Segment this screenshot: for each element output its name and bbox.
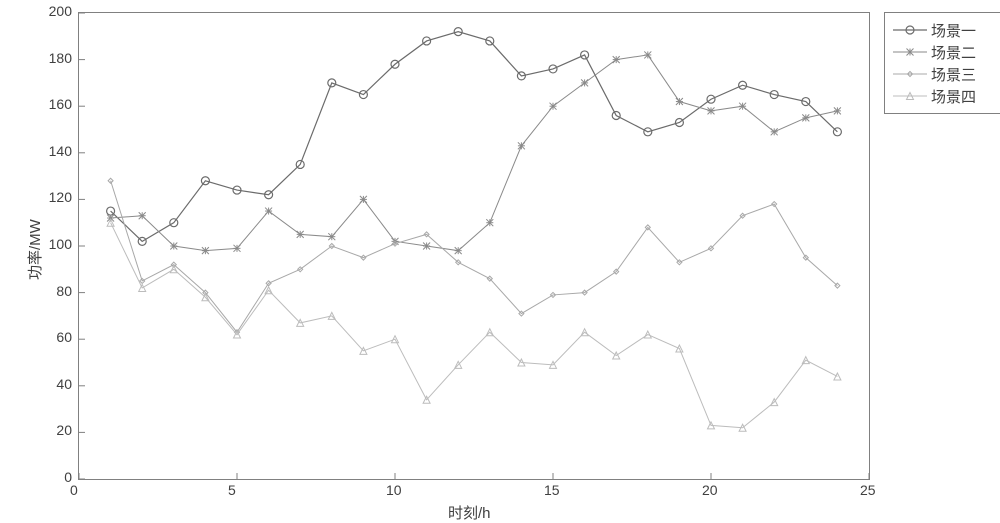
y-tick-label: 40 bbox=[56, 376, 72, 392]
figure: { "chart": { "type": "line", "background… bbox=[0, 0, 1000, 522]
legend-swatch bbox=[893, 22, 927, 38]
series-line-2 bbox=[111, 55, 838, 251]
series-marker-2 bbox=[423, 243, 430, 250]
series-marker-2 bbox=[360, 196, 367, 203]
series-marker-2 bbox=[550, 103, 557, 110]
series-marker-2 bbox=[328, 233, 335, 240]
series-marker-2 bbox=[297, 231, 304, 238]
series-marker-2 bbox=[202, 247, 209, 254]
series-marker-2 bbox=[708, 107, 715, 114]
series-marker-2 bbox=[486, 219, 493, 226]
x-tick-label: 5 bbox=[228, 482, 236, 498]
series-marker-2 bbox=[676, 98, 683, 105]
y-tick-label: 180 bbox=[49, 50, 72, 66]
series-marker-3 bbox=[108, 178, 113, 183]
y-tick-label: 80 bbox=[56, 283, 72, 299]
series-marker-2 bbox=[834, 107, 841, 114]
legend-item: 场景四 bbox=[893, 85, 993, 107]
legend-item: 场景一 bbox=[893, 19, 993, 41]
series-marker-2 bbox=[107, 215, 114, 222]
series-line-1 bbox=[111, 32, 838, 242]
legend-item: 场景二 bbox=[893, 41, 993, 63]
series-line-4 bbox=[111, 223, 838, 428]
series-marker-2 bbox=[265, 208, 272, 215]
series-marker-2 bbox=[170, 243, 177, 250]
series-marker-2 bbox=[518, 142, 525, 149]
plot-area bbox=[78, 12, 870, 480]
y-tick-label: 160 bbox=[49, 96, 72, 112]
plot-svg bbox=[79, 13, 869, 479]
series-marker-2 bbox=[613, 56, 620, 63]
legend-swatch bbox=[893, 88, 927, 104]
legend-label: 场景四 bbox=[931, 86, 976, 107]
series-marker-2 bbox=[644, 51, 651, 58]
series-marker-2 bbox=[771, 128, 778, 135]
y-tick-label: 120 bbox=[49, 189, 72, 205]
y-tick-label: 20 bbox=[56, 422, 72, 438]
y-tick-label: 200 bbox=[49, 3, 72, 19]
series-marker-2 bbox=[139, 212, 146, 219]
y-tick-label: 0 bbox=[64, 469, 72, 485]
x-tick-label: 25 bbox=[860, 482, 876, 498]
legend-swatch bbox=[893, 66, 927, 82]
legend-label: 场景三 bbox=[931, 64, 976, 85]
series-marker-2 bbox=[455, 247, 462, 254]
series-marker-2 bbox=[234, 245, 241, 252]
x-tick-label: 20 bbox=[702, 482, 718, 498]
legend-label: 场景二 bbox=[931, 42, 976, 63]
legend-item: 场景三 bbox=[893, 63, 993, 85]
series-marker-1 bbox=[107, 207, 115, 215]
legend-swatch bbox=[893, 44, 927, 60]
series-marker-2 bbox=[739, 103, 746, 110]
series-marker-2 bbox=[581, 79, 588, 86]
y-axis-label: 功率/MW bbox=[24, 219, 45, 280]
legend-label: 场景一 bbox=[931, 20, 976, 41]
x-axis-label: 时刻/h bbox=[448, 502, 491, 523]
series-marker-2 bbox=[802, 114, 809, 121]
legend: 场景一场景二场景三场景四 bbox=[884, 12, 1000, 114]
y-tick-label: 60 bbox=[56, 329, 72, 345]
x-tick-label: 10 bbox=[386, 482, 402, 498]
y-tick-label: 140 bbox=[49, 143, 72, 159]
x-tick-label: 15 bbox=[544, 482, 560, 498]
y-tick-label: 100 bbox=[49, 236, 72, 252]
series-line-3 bbox=[111, 181, 838, 332]
